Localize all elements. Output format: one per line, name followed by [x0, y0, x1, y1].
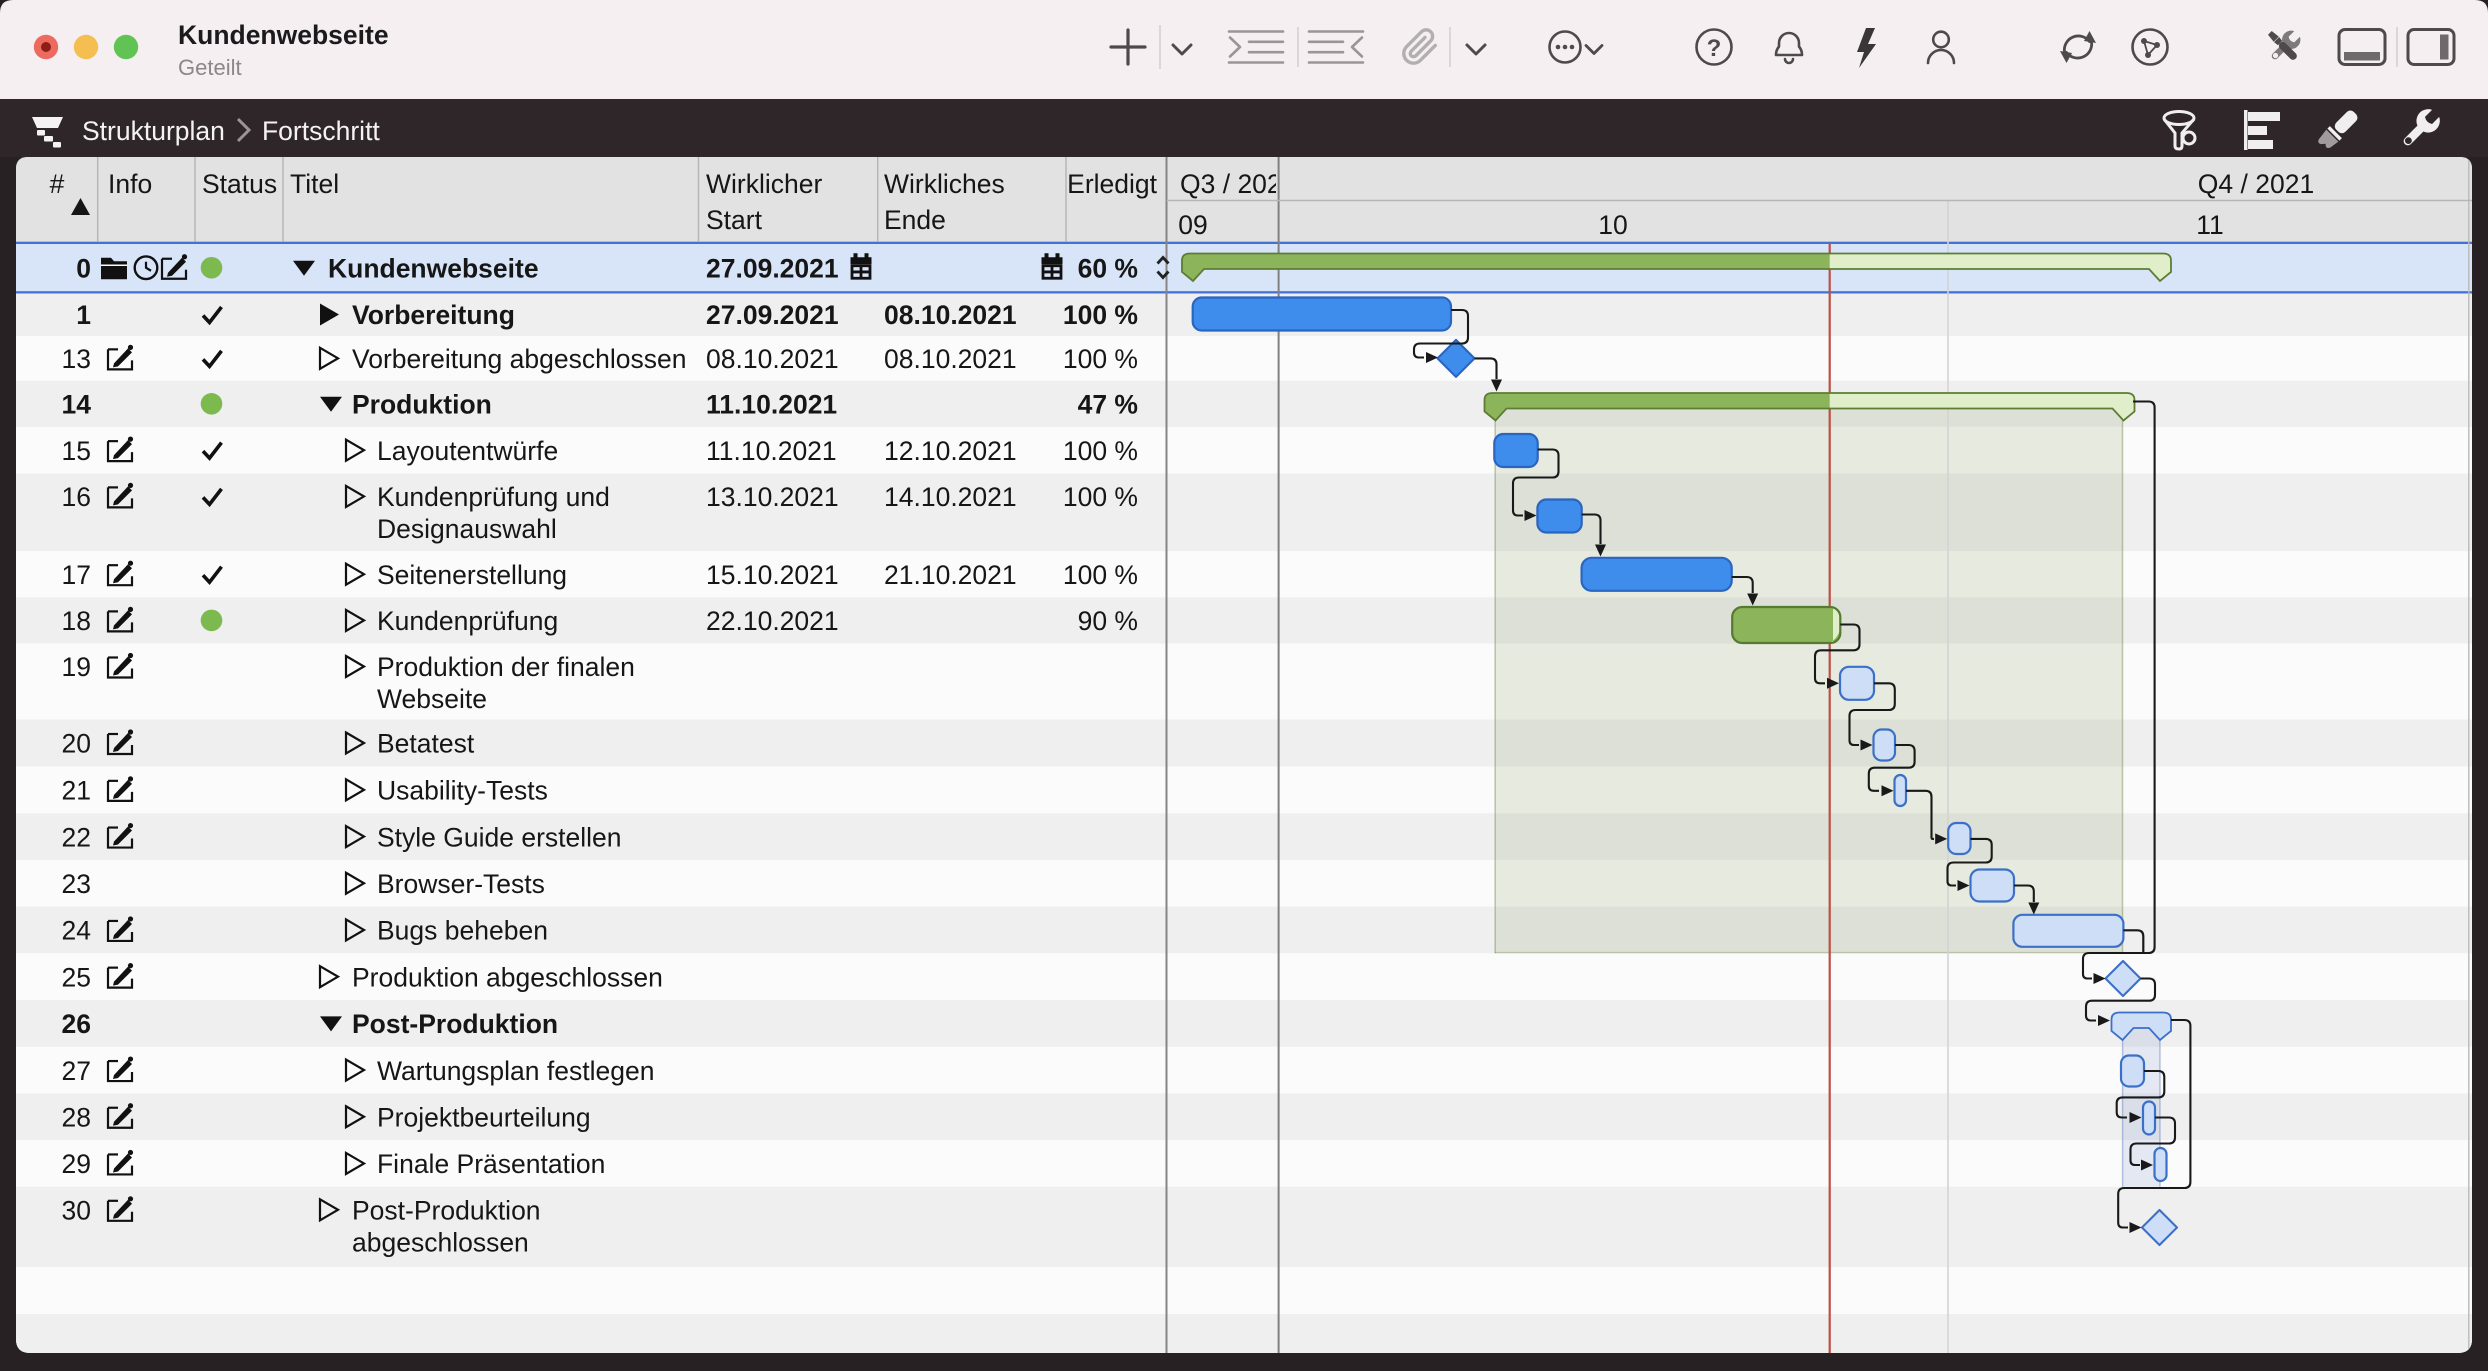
svg-text:Usability-Tests: Usability-Tests [377, 776, 548, 806]
svg-text:26: 26 [62, 1009, 91, 1039]
svg-text:11: 11 [2196, 210, 2224, 240]
svg-text:Kundenprüfung und: Kundenprüfung und [377, 482, 610, 512]
svg-text:Wirklicher: Wirklicher [706, 169, 822, 199]
svg-text:Post-Produktion: Post-Produktion [352, 1196, 541, 1226]
svg-text:15: 15 [62, 436, 91, 466]
svg-text:Post-Produktion: Post-Produktion [352, 1009, 558, 1039]
svg-text:20: 20 [62, 729, 91, 759]
svg-text:23: 23 [62, 869, 91, 899]
svg-text:Titel: Titel [290, 169, 339, 199]
svg-text:Bugs beheben: Bugs beheben [377, 916, 548, 946]
svg-text:60 %: 60 % [1078, 253, 1138, 283]
svg-text:100 %: 100 % [1063, 300, 1138, 330]
svg-text:Ende: Ende [884, 205, 946, 235]
svg-text:Geteilt: Geteilt [178, 55, 242, 80]
svg-text:Kundenwebseite: Kundenwebseite [178, 20, 389, 50]
svg-text:Start: Start [706, 205, 763, 235]
svg-text:11.10.2021: 11.10.2021 [706, 436, 837, 466]
svg-text:25: 25 [62, 962, 91, 992]
svg-text:100 %: 100 % [1063, 560, 1138, 590]
svg-text:08.10.2021: 08.10.2021 [884, 344, 1017, 374]
svg-text:13: 13 [62, 344, 91, 374]
svg-text:Q3 / 2021: Q3 / 2021 [1180, 169, 1296, 199]
svg-text:Seitenerstellung: Seitenerstellung [377, 560, 567, 590]
svg-text:Produktion: Produktion [352, 390, 492, 420]
svg-text:Q4 / 2021: Q4 / 2021 [2198, 169, 2314, 199]
svg-text:09: 09 [1178, 210, 1207, 240]
svg-text:1: 1 [76, 300, 91, 330]
svg-text:0: 0 [76, 253, 91, 283]
svg-text:18: 18 [62, 606, 91, 636]
svg-text:Produktion abgeschlossen: Produktion abgeschlossen [352, 962, 663, 992]
svg-text:Designauswahl: Designauswahl [377, 514, 557, 544]
svg-text:21.10.2021: 21.10.2021 [884, 560, 1017, 590]
svg-text:Produktion der finalen: Produktion der finalen [377, 652, 635, 682]
svg-text:Betatest: Betatest [377, 729, 475, 759]
svg-text:47 %: 47 % [1078, 390, 1138, 420]
svg-text:100 %: 100 % [1063, 436, 1138, 466]
svg-text:Fortschritt: Fortschritt [262, 116, 380, 146]
svg-text:Strukturplan: Strukturplan [82, 116, 225, 146]
svg-text:28: 28 [62, 1102, 91, 1132]
svg-text:10: 10 [1598, 210, 1627, 240]
svg-text:27.09.2021: 27.09.2021 [706, 300, 839, 330]
svg-text:abgeschlossen: abgeschlossen [352, 1228, 529, 1258]
svg-text:#: # [50, 169, 65, 199]
svg-text:11.10.2021: 11.10.2021 [706, 390, 837, 420]
svg-text:?: ? [1707, 35, 1722, 62]
svg-text:Finale Präsentation: Finale Präsentation [377, 1149, 605, 1179]
svg-text:22.10.2021: 22.10.2021 [706, 606, 839, 636]
svg-text:17: 17 [62, 560, 91, 590]
svg-text:Wartungsplan festlegen: Wartungsplan festlegen [377, 1056, 654, 1086]
svg-text:Style Guide erstellen: Style Guide erstellen [377, 822, 622, 852]
svg-text:24: 24 [62, 916, 91, 946]
svg-text:21: 21 [62, 776, 91, 806]
svg-text:15.10.2021: 15.10.2021 [706, 560, 839, 590]
svg-text:Kundenwebseite: Kundenwebseite [328, 253, 539, 283]
svg-text:Erledigt: Erledigt [1067, 169, 1157, 199]
svg-text:12.10.2021: 12.10.2021 [884, 436, 1017, 466]
svg-text:14.10.2021: 14.10.2021 [884, 482, 1017, 512]
svg-text:Projektbeurteilung: Projektbeurteilung [377, 1102, 591, 1132]
svg-text:Vorbereitung: Vorbereitung [352, 300, 515, 330]
svg-text:27.09.2021: 27.09.2021 [706, 253, 839, 283]
svg-text:08.10.2021: 08.10.2021 [884, 300, 1017, 330]
svg-text:Kundenprüfung: Kundenprüfung [377, 606, 558, 636]
svg-text:08.10.2021: 08.10.2021 [706, 344, 839, 374]
svg-text:13.10.2021: 13.10.2021 [706, 482, 839, 512]
svg-text:16: 16 [62, 482, 91, 512]
svg-text:Wirkliches: Wirkliches [884, 169, 1005, 199]
svg-text:Info: Info [108, 169, 152, 199]
svg-text:29: 29 [62, 1149, 91, 1179]
svg-text:90 %: 90 % [1078, 606, 1138, 636]
svg-text:Layoutentwürfe: Layoutentwürfe [377, 436, 558, 466]
svg-text:100 %: 100 % [1063, 344, 1138, 374]
svg-text:19: 19 [62, 652, 91, 682]
svg-text:100 %: 100 % [1063, 482, 1138, 512]
svg-text:27: 27 [62, 1056, 91, 1086]
svg-text:Webseite: Webseite [377, 684, 487, 714]
svg-text:Browser-Tests: Browser-Tests [377, 869, 545, 899]
svg-text:22: 22 [62, 822, 91, 852]
svg-text:30: 30 [62, 1196, 91, 1226]
svg-text:14: 14 [62, 390, 92, 420]
svg-text:Vorbereitung abgeschlossen: Vorbereitung abgeschlossen [352, 344, 686, 374]
svg-text:Status: Status [202, 169, 277, 199]
